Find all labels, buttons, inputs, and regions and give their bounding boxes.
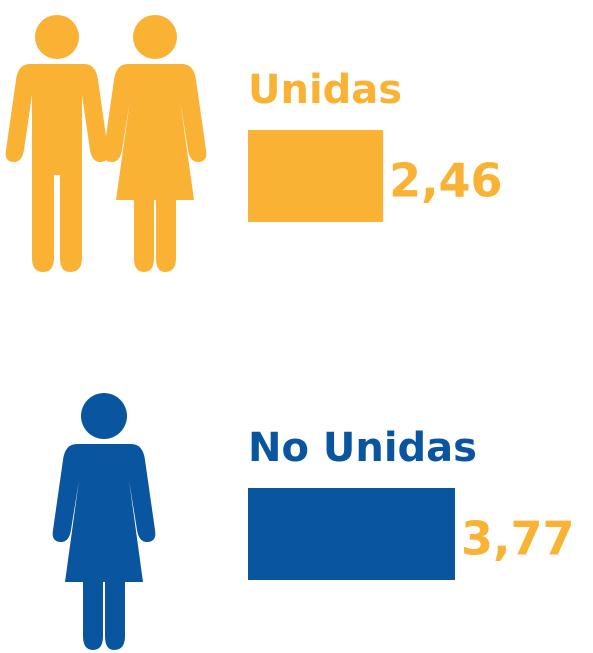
category-label: No Unidas (248, 425, 477, 471)
bar (248, 488, 455, 580)
man-icon (5, 15, 109, 272)
woman-icon (103, 15, 207, 272)
value-label: 2,46 (389, 154, 503, 208)
value-label: 3,77 (461, 512, 575, 566)
woman-icon (52, 393, 156, 650)
bar (248, 130, 384, 222)
category-label: Unidas (248, 67, 402, 113)
